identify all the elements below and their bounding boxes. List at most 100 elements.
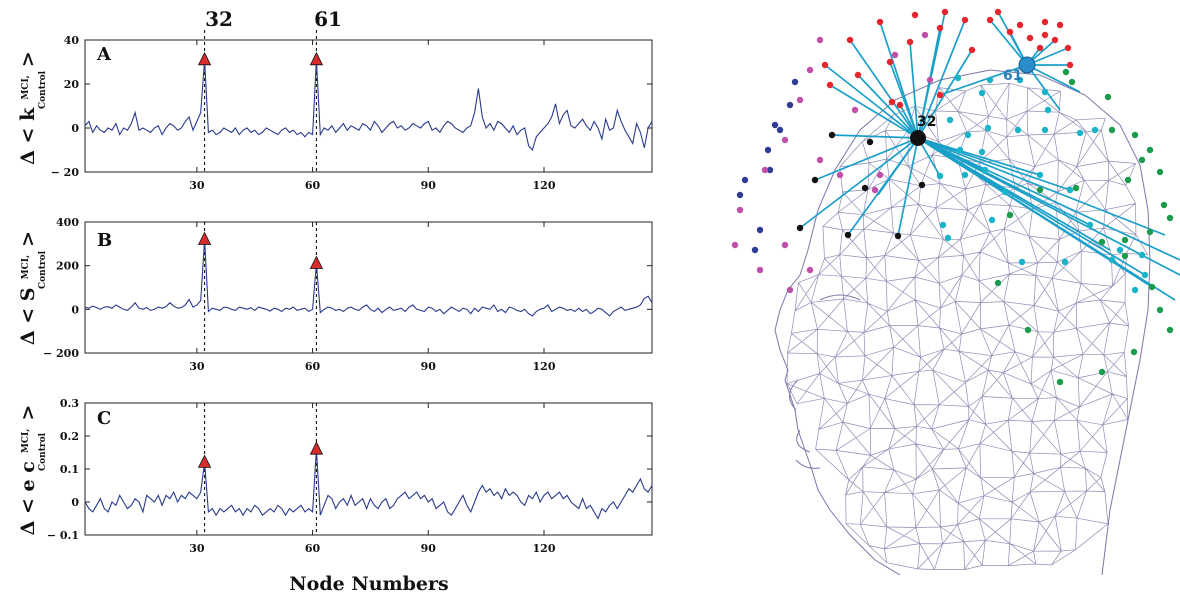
- electrode-node-green: [1036, 186, 1044, 194]
- panel-a-label: A: [96, 44, 112, 65]
- electrode-node-cyan: [981, 166, 989, 174]
- electrode-node-green: [1104, 93, 1112, 101]
- panel-b-xtick-label: 90: [421, 360, 437, 373]
- hub-32-link: [849, 39, 919, 139]
- panel-a-ytick-label: − 20: [51, 166, 80, 179]
- hub-32-link: [917, 137, 1153, 288]
- panel-a-ytick-label: 20: [64, 78, 80, 91]
- electrode-node-magenta: [796, 96, 804, 104]
- panel-a-ylabel-main: Δ < k: [17, 107, 39, 165]
- electrode-node-red: [1041, 18, 1049, 26]
- panel-b-xtick-label: 30: [189, 360, 205, 373]
- panel-a-ylabel-sub-1: MCI,: [21, 75, 31, 99]
- panel-b-ytick-label: − 200: [43, 347, 79, 360]
- electrode-node-cyan: [944, 234, 952, 242]
- electrode-node-red: [1041, 31, 1049, 39]
- hub-61-link: [939, 64, 1028, 96]
- electrode-node-cyan: [946, 116, 954, 124]
- head-network-diagram: 32 61: [731, 8, 1180, 576]
- electrode-node-magenta: [921, 31, 929, 39]
- hub-node-61: [1018, 56, 1036, 74]
- hub-links: [799, 11, 1180, 301]
- panel-c-ylabel-close: >: [17, 405, 39, 421]
- electrode-node-red: [1036, 44, 1044, 52]
- panel-c-ylabel-sub-1: MCI,: [21, 429, 31, 453]
- panel-c-ytick-label: 0: [71, 496, 79, 509]
- electrode-node-black: [918, 181, 926, 189]
- electrode-node-cyan: [986, 76, 994, 84]
- panel-c-xtick-label: 90: [421, 542, 437, 555]
- hub-32-link: [799, 137, 919, 229]
- hub-32-link: [917, 11, 946, 139]
- electrode-node-green: [1056, 378, 1064, 386]
- electrode-node-blue: [766, 166, 774, 174]
- electrode-node-green: [1166, 214, 1174, 222]
- electrode-node-black: [861, 184, 869, 192]
- hub-32-link: [917, 19, 966, 139]
- electrode-node-magenta: [731, 241, 739, 249]
- electrode-node-cyan: [1036, 171, 1044, 179]
- electrode-node-blue: [786, 101, 794, 109]
- electrode-node-green: [1098, 368, 1106, 376]
- electrode-node-red: [1051, 36, 1059, 44]
- electrode-node-red: [854, 71, 862, 79]
- electrode-node-red: [896, 101, 904, 109]
- hub-32-link: [917, 137, 1071, 191]
- electrode-node-magenta: [816, 36, 824, 44]
- electrode-node-red: [826, 81, 834, 89]
- electrode-node-blue: [764, 146, 772, 154]
- electrode-node-black: [866, 138, 874, 146]
- electrode-node-magenta: [781, 136, 789, 144]
- head-mesh-lines: [786, 82, 1149, 570]
- electrode-node-green: [1156, 168, 1164, 176]
- electrode-node-green: [1148, 283, 1156, 291]
- electrode-node-green: [1108, 126, 1116, 134]
- electrode-node-red: [1006, 28, 1014, 36]
- panel-b-ylabel-sub-1: MCI,: [21, 255, 31, 279]
- panel-c-ytick-label: 0.2: [60, 430, 79, 443]
- electrode-node-red: [886, 58, 894, 66]
- electrode-node-magenta: [836, 171, 844, 179]
- electrode-node-green: [1062, 68, 1070, 76]
- electrode-node-red: [986, 16, 994, 24]
- hub-32-link: [857, 74, 919, 139]
- electrode-node-cyan: [1061, 258, 1069, 266]
- electrode-node-red: [941, 8, 949, 16]
- panel-a-ylabel-sub-2: Control: [38, 70, 48, 109]
- hub-label-61: 61: [1003, 68, 1022, 84]
- electrode-nodes: [731, 8, 1174, 386]
- panel-b-ylabel-sub-2: Control: [38, 250, 48, 289]
- panel-a-peak-marker: [197, 51, 212, 66]
- electrode-node-black: [894, 232, 902, 240]
- panel-c-ylabel: Δ < e c MCI, > Control: [17, 405, 48, 536]
- panel-b-ylabel: Δ < S MCI, > Control: [17, 231, 48, 345]
- electrode-node-magenta: [806, 66, 814, 74]
- panel-b: B Δ < S MCI, > Control: [17, 230, 112, 345]
- electrode-node-black: [796, 224, 804, 232]
- panel-b-ytick-label: 200: [56, 260, 79, 273]
- panel-b-peak-marker: [309, 255, 324, 269]
- electrode-node-green: [994, 279, 1002, 287]
- hub-32-link: [829, 84, 919, 139]
- electrode-node-green: [1138, 156, 1146, 164]
- electrode-node-magenta: [781, 241, 789, 249]
- panel-c-xtick-label: 30: [189, 542, 205, 555]
- panel-c: C Δ < e c MCI, > Control: [17, 405, 111, 536]
- electrode-node-red: [968, 46, 976, 54]
- hub-61-link: [989, 19, 1028, 66]
- peak-label-32: 32: [205, 7, 233, 31]
- electrode-node-magenta: [871, 186, 879, 194]
- panel-c-ylabel-sub-2: Control: [38, 432, 48, 471]
- electrode-node-cyan: [1116, 246, 1124, 254]
- electrode-node-cyan: [1141, 271, 1149, 279]
- electrode-node-green: [1156, 306, 1164, 314]
- electrode-node-cyan: [1016, 76, 1024, 84]
- electrode-node-cyan: [1091, 126, 1099, 134]
- electrode-node-black: [844, 231, 852, 239]
- electrode-node-green: [1068, 78, 1076, 86]
- electrode-node-green: [1024, 326, 1032, 334]
- electrode-node-cyan: [1001, 188, 1009, 196]
- electrode-node-cyan: [1041, 126, 1049, 134]
- hub-32-link: [889, 61, 919, 139]
